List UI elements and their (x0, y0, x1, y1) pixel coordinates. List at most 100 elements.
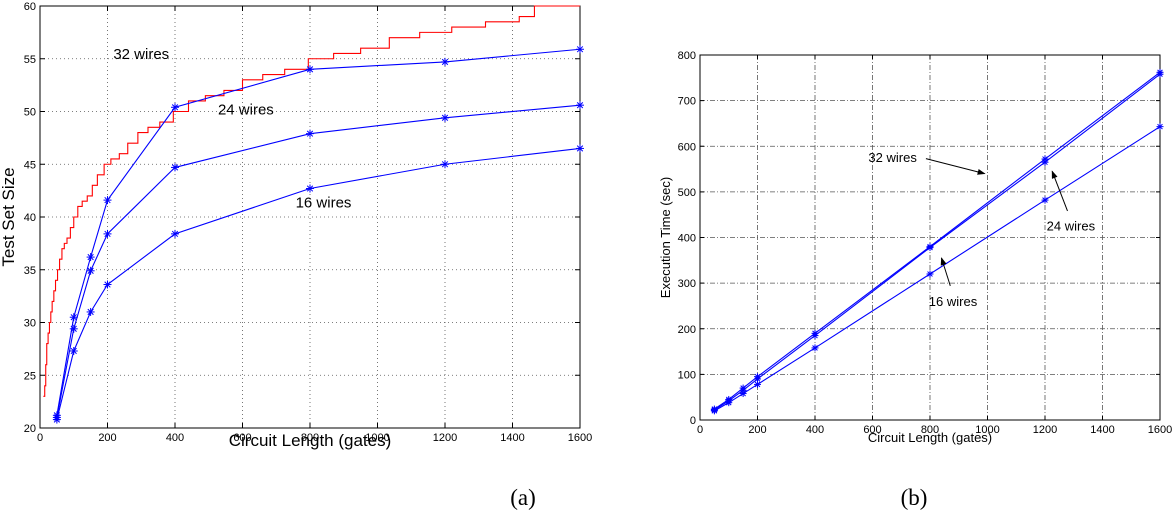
x-tick-label: 400 (166, 432, 184, 444)
data-point (103, 229, 112, 238)
data-point (710, 407, 718, 415)
data-point (754, 380, 761, 388)
series-line (714, 71, 1161, 410)
y-tick-label: 800 (678, 50, 696, 62)
x-tick-label: 200 (748, 424, 766, 436)
data-point (811, 332, 819, 340)
y-tick-label: 100 (678, 369, 696, 381)
series-line (56, 147, 581, 420)
annotation-label: 32 wires (113, 46, 169, 63)
y-tick-label: 20 (24, 423, 36, 435)
series-line (43, 5, 580, 397)
annotation-label: 24 wires (218, 102, 274, 119)
y-tick-label: 45 (24, 159, 36, 171)
figure-caption: (b) (901, 485, 928, 510)
y-tick-label: 35 (24, 265, 36, 277)
data-point (441, 160, 449, 169)
x-tick-label: 1400 (1090, 424, 1114, 436)
data-point (306, 129, 314, 138)
data-point (1156, 70, 1164, 78)
series-line (56, 104, 581, 418)
y-axis-label: Execution Time (sec) (658, 177, 673, 298)
data-point (86, 253, 95, 262)
x-tick-label: 800 (921, 424, 939, 436)
data-point (86, 307, 95, 316)
x-tick-label: 200 (98, 432, 116, 444)
annotation-arrow (925, 158, 986, 175)
y-tick-label: 400 (678, 233, 696, 245)
series-line (714, 73, 1161, 411)
data-point (576, 45, 584, 54)
y-tick-label: 600 (678, 141, 696, 153)
data-point (103, 196, 112, 205)
x-axis-label: Circuit Length (gates) (229, 431, 392, 450)
data-point (441, 113, 449, 122)
data-point (52, 415, 61, 424)
data-point (171, 163, 179, 172)
grid (700, 55, 1160, 420)
series-line (714, 126, 1161, 412)
x-tick-label: 400 (806, 424, 824, 436)
data-point (103, 280, 112, 289)
chart-b-execution-time: 0 200 400 600 800 1000 1200 1400 1600 0 100 200 300 4… (658, 50, 1172, 510)
series-3 (52, 101, 584, 422)
y-tick-label: 60 (24, 1, 36, 13)
series-4 (52, 144, 584, 424)
y-tick-label: 40 (24, 212, 36, 224)
x-tick-label: 0 (697, 424, 703, 436)
data-point (1041, 158, 1049, 166)
series-1 (710, 68, 1164, 413)
annotation-label: 24 wires (1047, 219, 1096, 234)
y-tick-label: 50 (24, 107, 36, 119)
x-tick-label: 1400 (500, 432, 524, 444)
data-point (171, 229, 179, 238)
y-tick-label: 55 (24, 54, 36, 66)
data-point (576, 101, 584, 110)
x-tick-label: 800 (301, 432, 319, 444)
x-tick-label: 1000 (365, 432, 389, 444)
data-point (306, 65, 314, 74)
x-tick-label: 1600 (1148, 424, 1172, 436)
y-axis-label: Test Set Size (0, 167, 18, 266)
data-point (86, 266, 95, 275)
data-point (1041, 196, 1049, 204)
x-tick-label: 1200 (1033, 424, 1057, 436)
series-1 (43, 5, 580, 397)
x-tick-label: 600 (863, 424, 881, 436)
data-point (576, 144, 584, 153)
data-point (69, 324, 78, 333)
data-point (69, 346, 78, 355)
y-tick-label: 700 (678, 96, 696, 108)
y-tick-label: 0 (690, 415, 696, 427)
x-tick-label: 1200 (433, 432, 457, 444)
data-point (725, 399, 733, 407)
y-tick-label: 30 (24, 318, 36, 330)
data-point (926, 270, 934, 278)
annotation-label: 16 wires (296, 195, 352, 212)
data-point (739, 390, 747, 398)
figure-caption: (a) (510, 485, 536, 510)
data-point (811, 344, 819, 352)
data-point (69, 313, 78, 322)
y-tick-label: 500 (678, 187, 696, 199)
series-2 (52, 45, 584, 420)
x-tick-label: 0 (37, 432, 43, 444)
series-3 (710, 123, 1164, 415)
annotation-arrow (940, 257, 951, 287)
series-2 (710, 70, 1164, 414)
chart-a-test-set-size: 0 200 400 600 800 1000 1200 1400 1600 20 25 30 35 40 4… (0, 1, 592, 510)
annotation-arrow (1051, 170, 1068, 212)
x-tick-label: 1000 (975, 424, 999, 436)
data-point (1156, 123, 1164, 131)
data-point (926, 244, 934, 252)
x-tick-label: 1600 (568, 432, 592, 444)
data-point (306, 184, 314, 193)
annotation-label: 16 wires (929, 294, 978, 309)
data-point (171, 103, 179, 112)
x-axis-label: Circuit Length (gates) (868, 430, 992, 445)
data-point (441, 57, 449, 66)
series-line (56, 48, 581, 416)
y-tick-label: 200 (678, 324, 696, 336)
y-tick-label: 25 (24, 370, 36, 382)
